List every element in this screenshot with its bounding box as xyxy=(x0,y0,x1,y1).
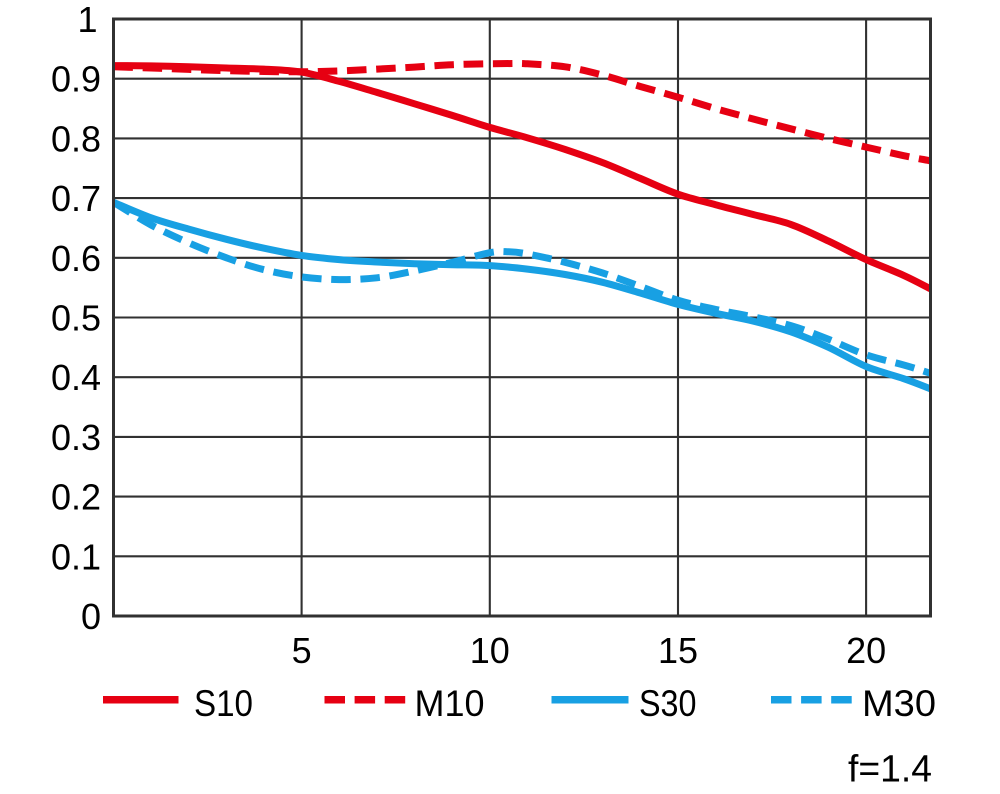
svg-text:f=1.4: f=1.4 xyxy=(848,749,932,790)
svg-text:5: 5 xyxy=(292,630,312,671)
svg-text:M10: M10 xyxy=(415,682,485,724)
svg-text:0.5: 0.5 xyxy=(51,298,101,339)
svg-text:0.4: 0.4 xyxy=(51,357,101,398)
svg-text:0.6: 0.6 xyxy=(51,238,101,279)
svg-text:10: 10 xyxy=(470,630,510,671)
svg-text:0: 0 xyxy=(81,596,101,637)
svg-text:S10: S10 xyxy=(194,682,253,724)
svg-text:15: 15 xyxy=(658,630,698,671)
svg-text:0.9: 0.9 xyxy=(51,59,101,100)
svg-text:0.7: 0.7 xyxy=(51,178,101,219)
svg-text:0.1: 0.1 xyxy=(51,536,101,577)
svg-text:M30: M30 xyxy=(862,682,936,724)
svg-text:20: 20 xyxy=(846,630,886,671)
svg-text:0.3: 0.3 xyxy=(51,417,101,458)
svg-text:1: 1 xyxy=(77,0,97,40)
svg-text:0.8: 0.8 xyxy=(51,118,101,159)
svg-text:S30: S30 xyxy=(639,682,697,724)
svg-text:0.2: 0.2 xyxy=(51,477,101,518)
